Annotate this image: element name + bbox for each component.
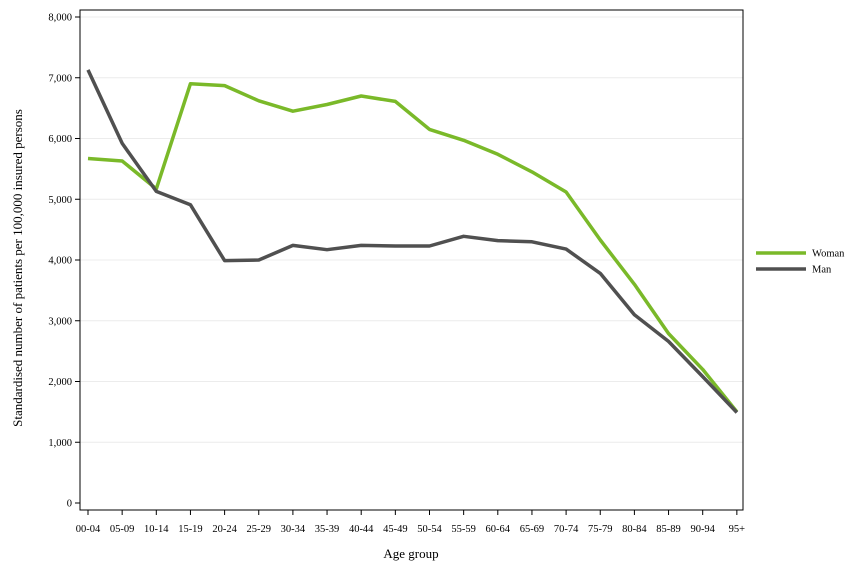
- x-tick-label: 20-24: [212, 524, 237, 535]
- y-tick-label: 0: [67, 499, 72, 510]
- x-tick-label: 95+: [729, 524, 746, 535]
- y-tick-label: 3,000: [48, 316, 72, 327]
- x-tick-label: 75-79: [588, 524, 613, 535]
- legend: Woman Man: [756, 249, 845, 276]
- y-tick-label: 2,000: [48, 377, 72, 388]
- x-tick-label: 00-04: [76, 524, 101, 535]
- series-lines: [86, 69, 739, 414]
- x-tick-label: 50-54: [417, 524, 442, 535]
- x-tick-label: 85-89: [656, 524, 681, 535]
- y-tick-label: 1,000: [48, 438, 72, 449]
- grid-lines: [80, 16, 743, 443]
- y-tick-label: 5,000: [48, 195, 72, 206]
- y-tick-label: 4,000: [48, 256, 72, 267]
- x-tick-label: 90-94: [690, 524, 715, 535]
- x-tick-label: 55-59: [451, 524, 476, 535]
- legend-label-man: Man: [812, 265, 832, 276]
- y-axis: 0 1,000 2,000 3,000 4,000 5,000 6,000 7,000 8,00…: [48, 13, 80, 510]
- x-axis: 00-04 05-09 10-14 15-19 20-24 25-29 30-34 35-39…: [76, 510, 745, 535]
- x-tick-label: 70-74: [554, 524, 579, 535]
- series-line-man: [86, 69, 739, 414]
- x-tick-label: 80-84: [622, 524, 647, 535]
- x-tick-label: 40-44: [349, 524, 374, 535]
- legend-label-woman: Woman: [812, 249, 845, 260]
- x-tick-label: 25-29: [247, 524, 272, 535]
- x-tick-label: 10-14: [144, 524, 169, 535]
- x-tick-label: 45-49: [383, 524, 408, 535]
- y-axis-title: Standardised number of patients per 100,…: [10, 109, 25, 427]
- x-tick-label: 05-09: [110, 524, 135, 535]
- x-tick-label: 30-34: [281, 524, 306, 535]
- series-line-woman: [87, 82, 739, 413]
- x-tick-label: 15-19: [178, 524, 203, 535]
- x-tick-label: 65-69: [520, 524, 545, 535]
- y-tick-label: 8,000: [48, 13, 72, 24]
- y-tick-label: 6,000: [48, 134, 72, 145]
- x-axis-title: Age group: [383, 546, 438, 561]
- x-tick-label: 60-64: [486, 524, 511, 535]
- y-tick-label: 7,000: [48, 73, 72, 84]
- x-tick-label: 35-39: [315, 524, 340, 535]
